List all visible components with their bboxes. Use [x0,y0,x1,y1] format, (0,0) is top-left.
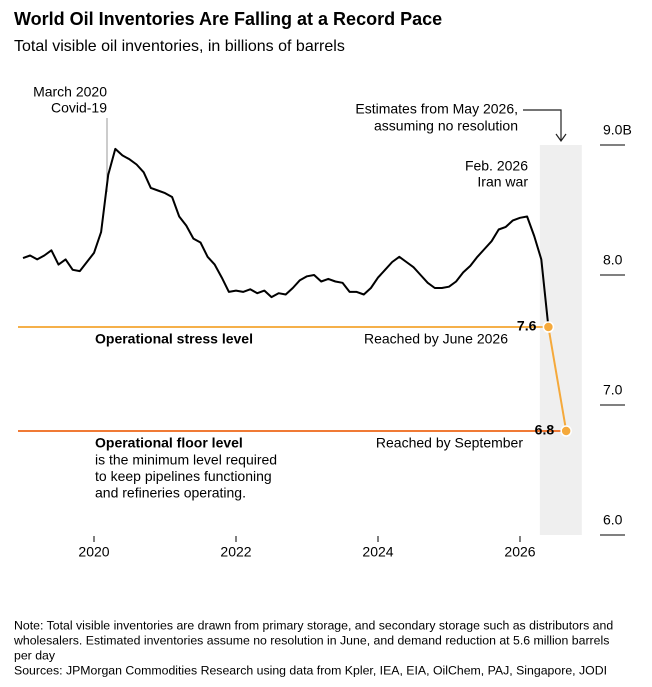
footnote: wholesalers. Estimated inventories assum… [13,633,609,647]
annotation: Estimates from May 2026, [355,101,518,117]
y-tick-label: 8.0 [603,252,623,268]
chart-title: World Oil Inventories Are Falling at a R… [14,9,442,29]
data-point [542,321,555,333]
reference-description: and refineries operating. [95,485,246,501]
x-tick-label: 2024 [362,544,393,560]
y-tick-label: 6.0 [603,512,623,528]
x-tick-label: 2022 [220,544,251,560]
source: Sources: JPMorgan Commodities Research u… [14,663,607,677]
reference-description: is the minimum level required [95,452,277,468]
annotation-arrow [523,109,567,143]
data-line [22,147,550,328]
reference-note: Reached by June 2026 [364,331,508,347]
footnote: Note: Total visible inventories are draw… [14,618,613,632]
annotation: Iran war [477,174,528,190]
data-label: 7.6 [517,318,537,334]
data-line [547,326,568,432]
x-tick-label: 2020 [78,544,109,560]
reference-label: Operational stress level [95,331,253,347]
y-tick-label: 9.0B [603,122,632,138]
annotation: Covid-19 [51,100,107,116]
y-tick-label: 7.0 [603,382,623,398]
annotation: March 2020 [33,84,107,100]
annotation: Feb. 2026 [465,158,528,174]
reference-label: Operational floor level [95,435,243,451]
data-point [560,425,572,437]
chart-subtitle: Total visible oil inventories, in billio… [14,38,345,55]
reference-note: Reached by September [376,435,523,451]
reference-description: to keep pipelines functioning [95,468,272,484]
annotation: assuming no resolution [374,118,518,134]
data-label: 6.8 [535,422,555,438]
footnote: per day [14,648,56,662]
forecast-band [539,145,582,535]
x-tick-label: 2026 [504,544,535,560]
